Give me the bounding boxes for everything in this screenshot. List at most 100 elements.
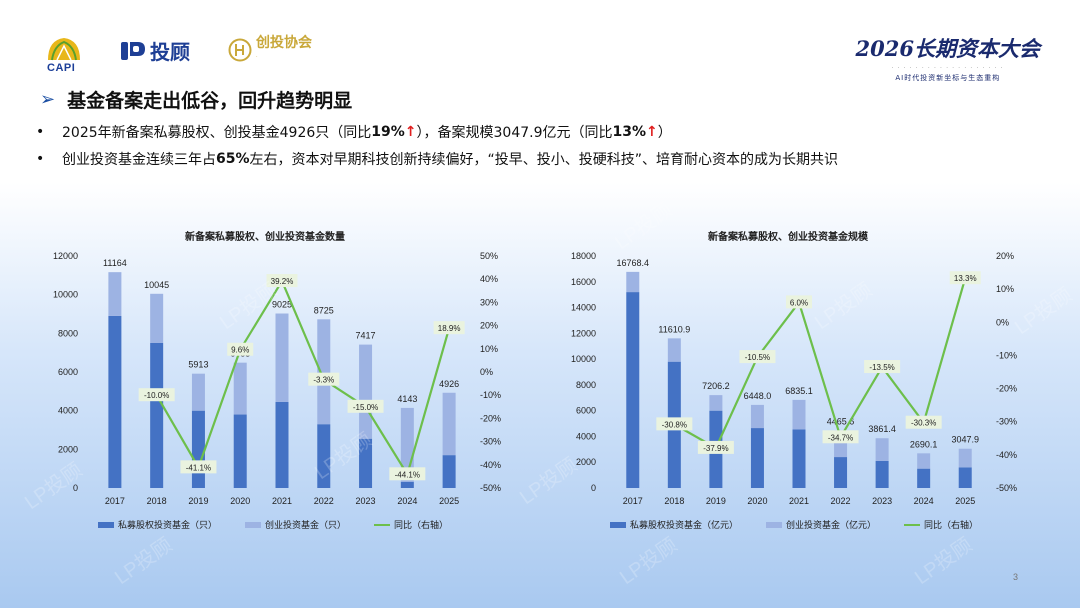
x-tick-label: 2022	[831, 496, 851, 506]
y-tick-label-left: 2000	[576, 457, 596, 467]
bar-venture	[150, 293, 164, 343]
x-tick-label: 2023	[872, 496, 892, 506]
bar-venture	[917, 453, 931, 469]
x-tick-label: 2021	[789, 496, 809, 506]
x-tick-label: 2025	[955, 496, 975, 506]
lp-logo-text: 投顾	[150, 40, 190, 64]
legend-swatch	[766, 521, 783, 528]
yoy-label-bg	[433, 321, 465, 335]
yoy-data-label: 18.9%	[438, 324, 461, 333]
bar-total-label: 3861.4	[868, 424, 896, 434]
yoy-line	[673, 277, 967, 450]
y-tick-label-right: 50%	[480, 251, 498, 261]
bar-venture	[233, 362, 247, 415]
y-tick-label-right: 10%	[996, 284, 1014, 294]
yoy-data-label: -10.0%	[144, 391, 169, 400]
x-tick-label: 2024	[914, 496, 934, 506]
y-tick-label-right: -50%	[480, 483, 501, 493]
yoy-label-bg	[949, 271, 981, 285]
yoy-label-bg	[308, 372, 340, 386]
y-tick-label-right: -30%	[996, 417, 1017, 427]
y-tick-label-right: 20%	[480, 321, 498, 331]
bar-venture	[709, 395, 723, 411]
yoy-data-label: 39.2%	[271, 277, 294, 286]
conference-title: 2026长期资本大会	[855, 36, 1040, 61]
bar-private	[834, 457, 848, 488]
yoy-data-label: -10.5%	[745, 353, 770, 362]
bar-venture	[275, 313, 289, 402]
bar-private	[108, 315, 122, 488]
bar-venture	[317, 319, 331, 425]
bar-total-label: 11610.9	[658, 324, 690, 334]
xiehui-emblem-icon	[228, 38, 252, 62]
capi-emblem-icon	[48, 38, 80, 61]
y-tick-label-left: 2000	[58, 444, 78, 454]
yoy-label-bg	[739, 350, 776, 364]
yoy-label-bg	[697, 440, 734, 454]
legend-item-yoy: 同比（右轴）	[374, 518, 448, 531]
yoy-data-label: 9.6%	[231, 346, 249, 355]
bar-private	[191, 410, 205, 488]
y-tick-label-right: -50%	[996, 483, 1017, 493]
y-tick-label-right: 10%	[480, 344, 498, 354]
yoy-label-bg	[656, 417, 693, 431]
lp-logo: 投顾	[120, 36, 190, 65]
y-tick-label-left: 12000	[571, 328, 596, 338]
y-tick-label-right: 20%	[996, 251, 1014, 261]
yoy-data-label: -30.8%	[662, 420, 687, 429]
header: CAPI 投顾 创投协会 · 2026长期资本大会 · · · · · · · ·…	[0, 0, 1080, 84]
x-tick-label: 2017	[623, 496, 643, 506]
bar-private	[875, 460, 889, 488]
y-tick-label-right: 0%	[996, 317, 1009, 327]
y-tick-label-left: 6000	[576, 406, 596, 416]
yoy-data-label: -3.3%	[313, 376, 334, 385]
bar-private	[359, 438, 373, 488]
y-tick-label-right: -10%	[480, 390, 501, 400]
bar-total-label: 6448.0	[744, 391, 772, 401]
conference-subtitle: AI时代投资新坐标与生态重构	[895, 74, 1001, 82]
bar-private	[626, 292, 640, 488]
bar-total-label: 3047.9	[951, 435, 979, 445]
legend-item-venture: 创业投资基金（亿元）	[766, 518, 876, 531]
conference-english-line: · · · · · · · · · · · · · · · · · · ·	[891, 65, 1004, 71]
y-tick-label-left: 8000	[576, 380, 596, 390]
chart-title-scale: 新备案私募股权、创业投资基金规模	[708, 232, 868, 243]
yoy-data-label: 13.3%	[954, 274, 977, 283]
bar-venture	[750, 404, 764, 429]
y-tick-label-left: 14000	[571, 303, 596, 313]
x-tick-label: 2022	[314, 496, 334, 506]
legend-item-venture: 创业投资基金（只）	[245, 518, 346, 531]
legend-swatch	[610, 521, 626, 528]
bar-total-label: 8725	[314, 305, 334, 315]
legend-swatch	[98, 521, 114, 528]
bar-private	[750, 428, 764, 488]
bar-total-label: 4465.6	[827, 416, 855, 426]
bar-total-label: 7206.2	[702, 381, 730, 391]
bar-venture	[875, 438, 889, 461]
xiehui-logo-text: 创投协会 ·	[256, 35, 312, 60]
y-tick-label-left: 10000	[571, 354, 596, 364]
y-tick-label-left: 8000	[58, 328, 78, 338]
legend-item-private: 私募股权投资基金（只）	[98, 518, 217, 531]
up-arrow-icon: ↑	[646, 124, 658, 140]
bar-venture	[792, 399, 806, 430]
capi-logo-text: CAPI	[47, 62, 76, 74]
bar-private	[917, 468, 931, 488]
arrow-bullet-icon: ➢	[40, 89, 56, 110]
y-tick-label-left: 0	[73, 483, 78, 493]
x-tick-label: 2021	[272, 496, 292, 506]
x-tick-label: 2024	[397, 496, 417, 506]
bar-venture	[442, 392, 456, 456]
bullet-dot: •	[36, 151, 45, 167]
bar-total-label: 4143	[397, 394, 417, 404]
yoy-label-bg	[822, 430, 859, 444]
legend-item-private: 私募股权投资基金（亿元）	[610, 518, 738, 531]
x-tick-label: 2023	[356, 496, 376, 506]
y-tick-label-right: -30%	[480, 437, 501, 447]
y-tick-label-right: 0%	[480, 367, 493, 377]
bar-private	[275, 401, 289, 488]
y-tick-label-right: -20%	[996, 384, 1017, 394]
bar-venture	[667, 338, 681, 362]
bar-total-label: 11164	[103, 258, 127, 268]
